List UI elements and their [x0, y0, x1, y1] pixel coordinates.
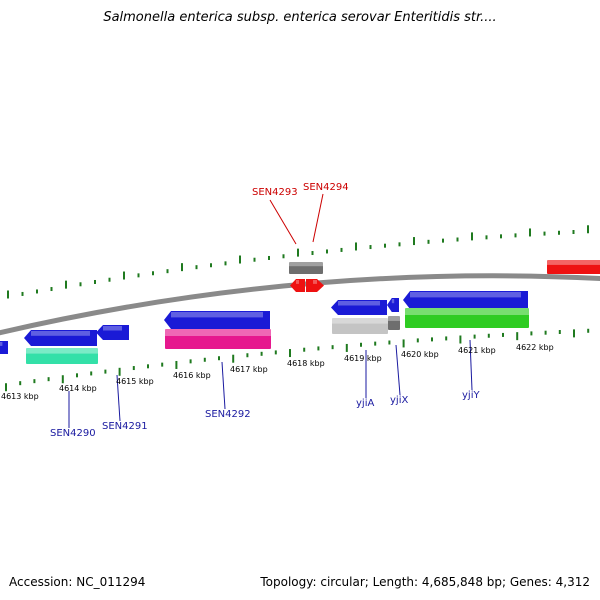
gene-yjiA: [331, 300, 387, 315]
gene-yjiY-highlight: [410, 292, 521, 298]
gene-sen4290-highlight: [31, 331, 90, 336]
scale-label: 4619 kbp: [344, 354, 382, 363]
gene-features: [0, 260, 600, 364]
gene-sen4290-body: [24, 330, 97, 346]
gene-sen4292: [164, 311, 270, 329]
gene-right-edge-body: [547, 260, 600, 274]
map-title: Salmonella enterica subsp. enterica sero…: [103, 10, 497, 25]
gene-sen4293-top-body: [289, 262, 323, 274]
gene-left-edge-body: [0, 341, 8, 354]
scale-label: 4621 kbp: [458, 346, 496, 355]
gene-label: SEN4294: [303, 182, 349, 193]
gene-label: SEN4291: [102, 421, 148, 432]
gene-sen4294: [306, 279, 324, 292]
gene-yjiA-body: [331, 300, 387, 315]
scale-labels: 4613 kbp 4614 kbp 4615 kbp 4616 kbp 4617 kbp…: [1, 343, 554, 401]
scale-label: 4614 kbp: [59, 384, 97, 393]
scale-label: 4618 kbp: [287, 359, 325, 368]
gene-right-edge-highlight: [547, 260, 600, 265]
cog-sen4292: [165, 329, 271, 349]
gene-sen4291-highlight: [103, 326, 122, 331]
cog-yjiY: [405, 308, 529, 328]
cog-yjiX: [388, 316, 400, 330]
gene-sen4293: [290, 279, 305, 292]
gene-labels: SEN4293 SEN4294 SEN4290 SEN4291 SEN4292 yjiA y…: [50, 182, 480, 439]
cog-yjiX-body: [388, 316, 400, 330]
genome-summary-text: Topology: circular; Length: 4,685,848 bp…: [260, 575, 590, 589]
gene-left-edge: [0, 341, 8, 354]
leader-line: [116, 374, 121, 422]
cog-sen4290-body: [26, 348, 98, 364]
gene-yjiA-highlight: [338, 301, 380, 306]
cog-yjiA-highlight: [332, 318, 388, 324]
leader-line: [469, 339, 473, 391]
gene-label: SEN4290: [50, 428, 96, 439]
gene-label: SEN4293: [252, 187, 298, 198]
scale-label: 4616 kbp: [173, 371, 211, 380]
gene-label: yjiY: [462, 390, 480, 401]
leader-line: [269, 199, 297, 245]
gene-sen4292-highlight: [171, 312, 263, 318]
gene-sen4293-highlight: [296, 280, 299, 284]
scale-label: 4613 kbp: [1, 392, 39, 401]
cog-yjiA-body: [332, 318, 388, 334]
gene-yjiX-highlight: [391, 299, 395, 304]
gene-label: yjiA: [356, 398, 374, 409]
inner-tick-track: [5, 328, 590, 392]
gene-yjiX: [387, 298, 399, 312]
scale-label: 4622 kbp: [516, 343, 554, 352]
scale-label: 4617 kbp: [230, 365, 268, 374]
gene-yjiY-body: [403, 291, 528, 309]
gene-sen4294-body: [306, 279, 324, 292]
cog-sen4290-highlight: [26, 348, 98, 354]
gene-yjiX-body: [387, 298, 399, 312]
outer-tick-track: [7, 225, 589, 299]
gene-sen4292-body: [164, 311, 270, 329]
gene-label: SEN4292: [205, 409, 251, 420]
scale-label: 4615 kbp: [116, 377, 154, 386]
cog-sen4290: [26, 348, 98, 364]
scale-label: 4620 kbp: [401, 350, 439, 359]
gene-label: yjiX: [390, 395, 408, 406]
gene-sen4294-highlight: [313, 280, 317, 284]
leader-line: [221, 361, 226, 410]
label-leader-lines: [68, 193, 473, 428]
accession-text: Accession: NC_011294: [9, 575, 146, 589]
cog-sen4292-body: [165, 329, 271, 349]
cog-yjiY-body: [405, 308, 529, 328]
cog-sen4292-highlight: [165, 329, 271, 336]
gene-sen4290: [24, 330, 97, 346]
leader-line: [312, 193, 324, 243]
gene-sen4293-top: [289, 262, 323, 274]
gene-right-edge: [547, 260, 600, 274]
gene-sen4293-top-highlight: [289, 262, 323, 267]
cog-yjiX-highlight: [388, 316, 400, 321]
cog-yjiY-highlight: [405, 308, 529, 315]
gene-yjiY: [403, 291, 528, 309]
gene-sen4291: [96, 325, 129, 340]
leader-line: [395, 344, 401, 396]
cog-yjiA: [332, 318, 388, 334]
gene-sen4291-body: [96, 325, 129, 340]
gene-left-edge-highlight: [0, 342, 3, 346]
gene-sen4293-body: [290, 279, 305, 292]
